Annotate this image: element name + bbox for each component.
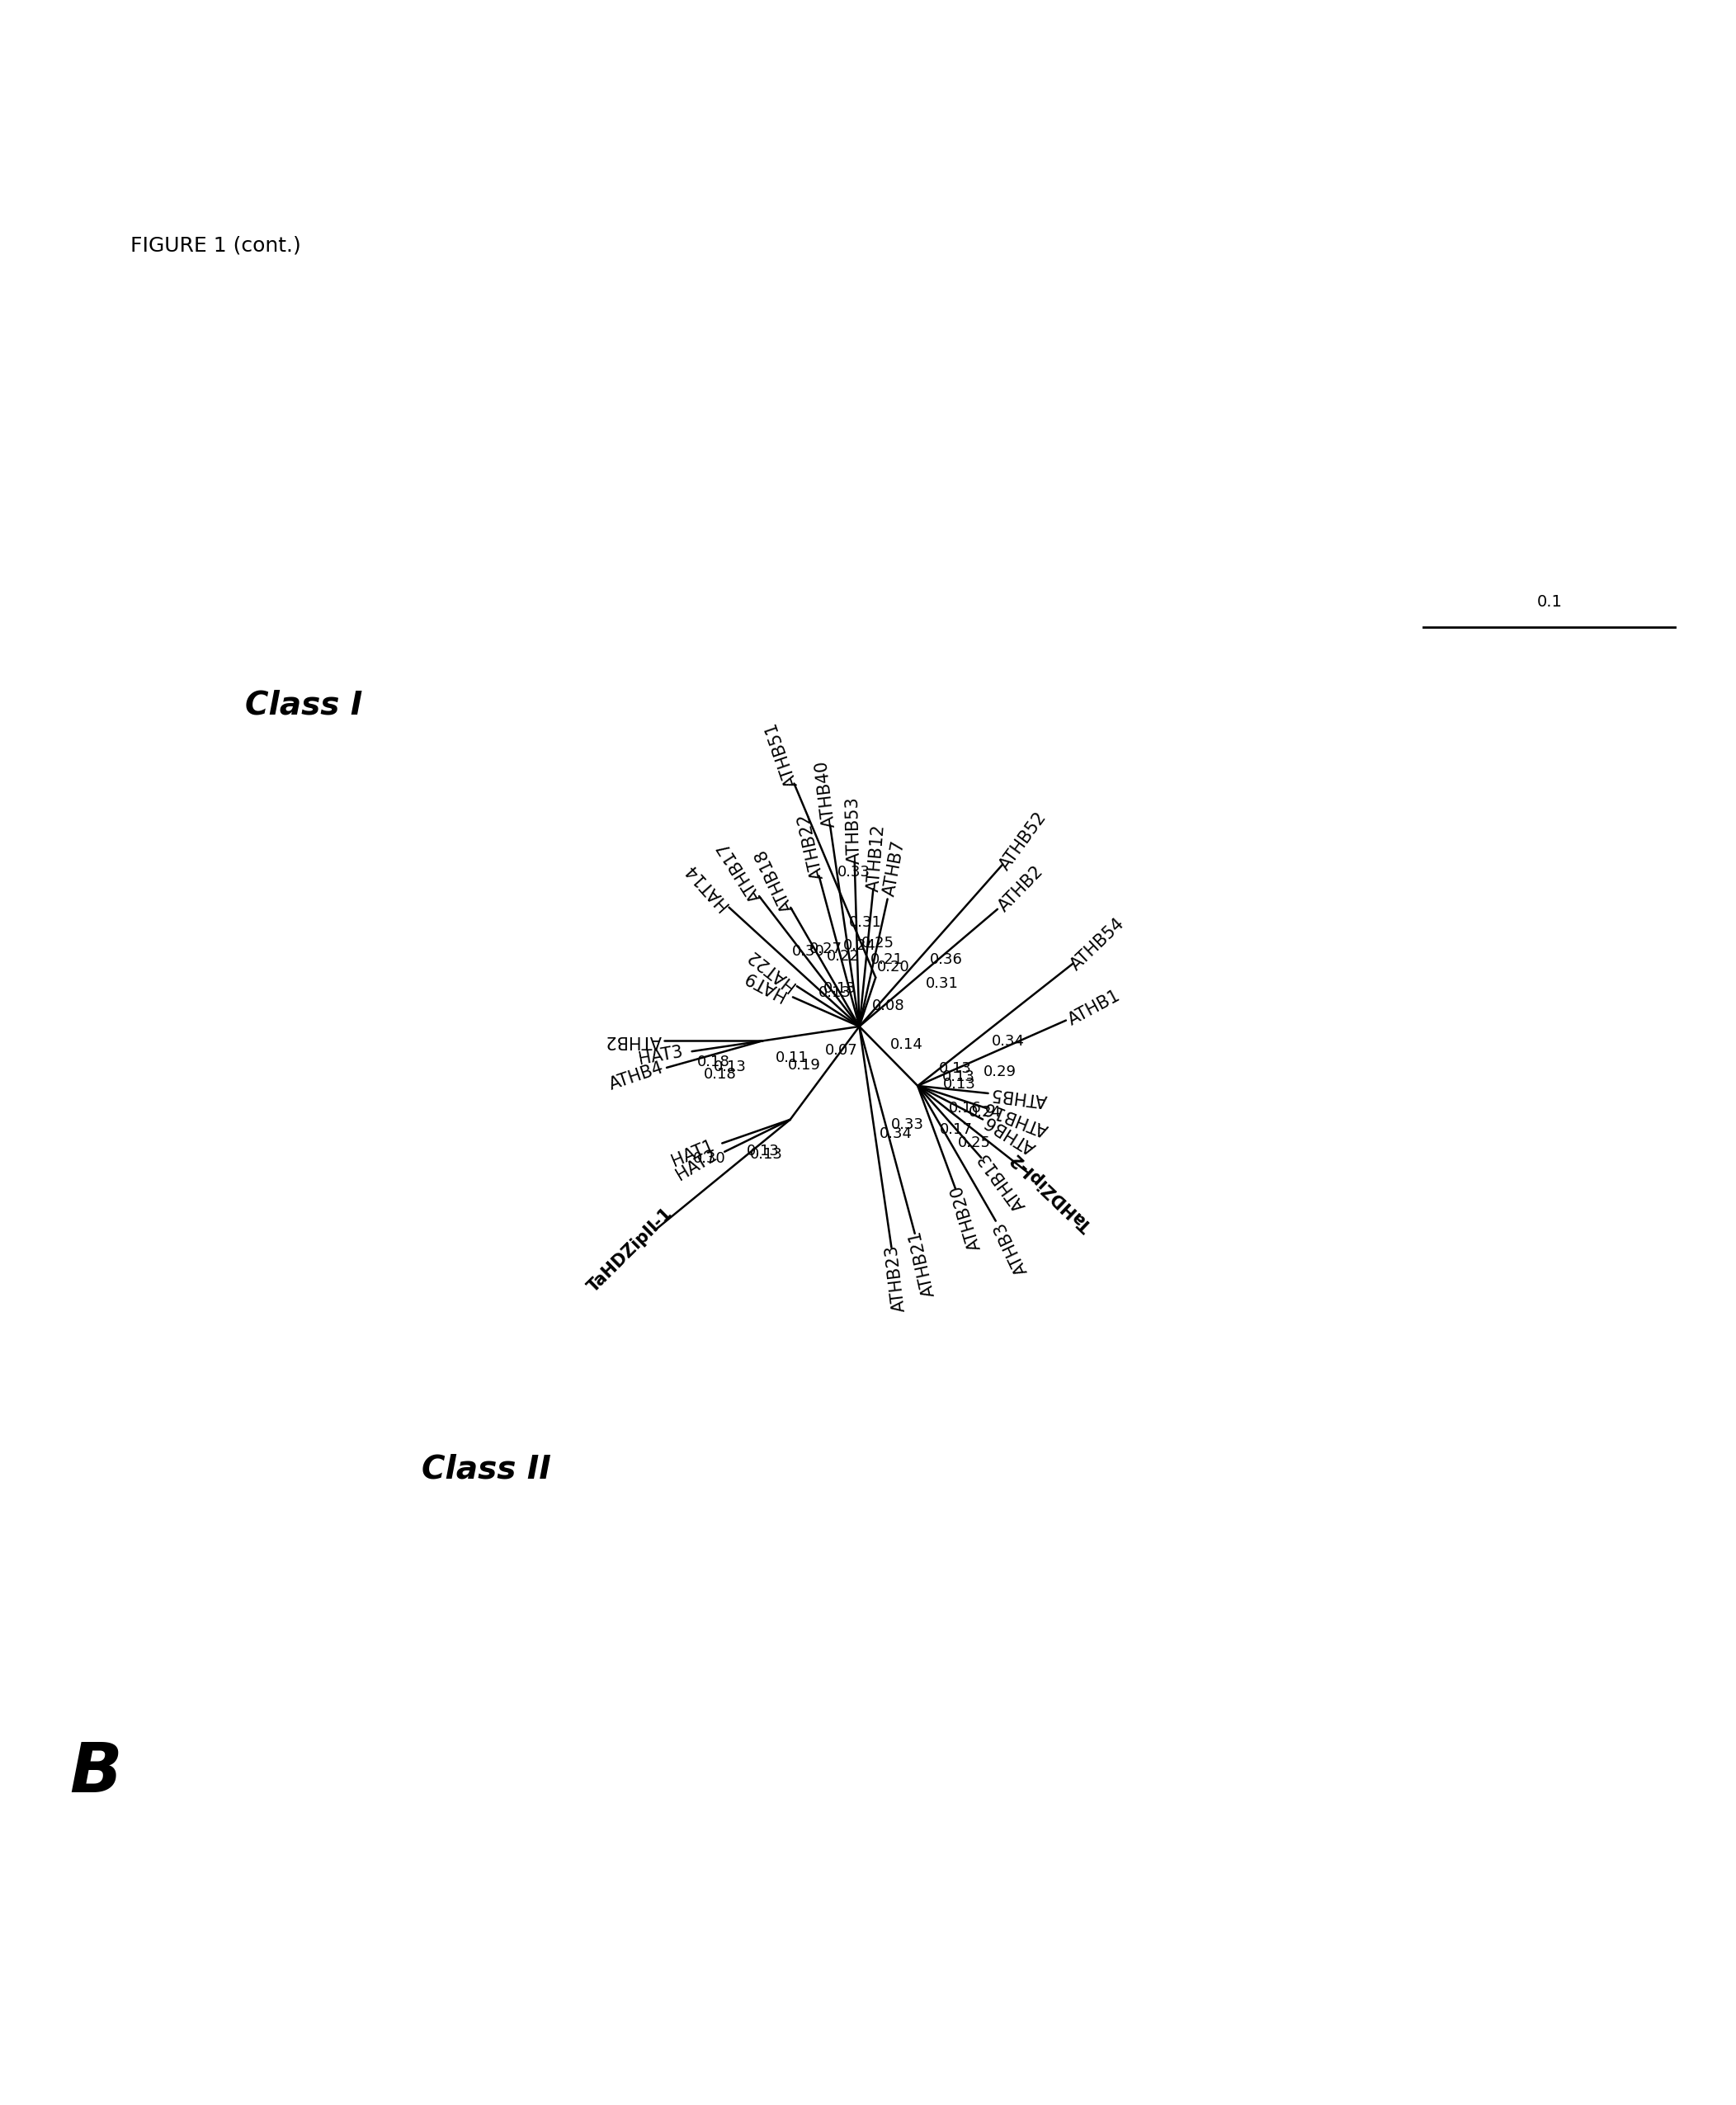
Text: 0.25: 0.25 bbox=[958, 1135, 991, 1151]
Text: ATHB12: ATHB12 bbox=[865, 823, 887, 893]
Text: 0.21: 0.21 bbox=[870, 951, 903, 966]
Text: 0.17: 0.17 bbox=[939, 1122, 972, 1137]
Text: HAT3: HAT3 bbox=[637, 1044, 684, 1067]
Text: ATHB52: ATHB52 bbox=[996, 808, 1050, 874]
Text: 0.36: 0.36 bbox=[930, 951, 963, 966]
Text: ATHB20: ATHB20 bbox=[948, 1183, 984, 1252]
Text: ATHB54: ATHB54 bbox=[1068, 916, 1127, 975]
Text: 0.16: 0.16 bbox=[948, 1101, 981, 1116]
Text: 0.13: 0.13 bbox=[943, 1076, 976, 1092]
Text: TaHDZipII-1: TaHDZipII-1 bbox=[585, 1204, 677, 1295]
Text: ATHB7: ATHB7 bbox=[882, 840, 908, 899]
Text: Class II: Class II bbox=[422, 1452, 550, 1484]
Text: HAT22: HAT22 bbox=[743, 945, 797, 994]
Text: ATHB51: ATHB51 bbox=[764, 720, 800, 789]
Text: Class I: Class I bbox=[245, 690, 363, 720]
Text: ATHB17: ATHB17 bbox=[715, 838, 766, 905]
Text: 0.24: 0.24 bbox=[842, 939, 875, 954]
Text: 0.34: 0.34 bbox=[880, 1126, 913, 1141]
Text: 0.25: 0.25 bbox=[861, 937, 894, 951]
Text: HAT2: HAT2 bbox=[674, 1147, 720, 1183]
Text: 0.29: 0.29 bbox=[984, 1065, 1017, 1080]
Text: 0.18: 0.18 bbox=[703, 1067, 736, 1082]
Text: ATHB21: ATHB21 bbox=[908, 1229, 937, 1299]
Text: 0.33: 0.33 bbox=[891, 1118, 924, 1132]
Text: HAT14: HAT14 bbox=[681, 861, 731, 911]
Text: 0.11: 0.11 bbox=[776, 1050, 809, 1065]
Text: TaHDZipI-2: TaHDZipI-2 bbox=[1009, 1149, 1095, 1234]
Text: 0.07: 0.07 bbox=[825, 1042, 858, 1057]
Text: 0.13: 0.13 bbox=[746, 1143, 779, 1158]
Text: 0.31: 0.31 bbox=[925, 977, 958, 991]
Text: ATHB1: ATHB1 bbox=[1066, 987, 1123, 1029]
Text: HAT1: HAT1 bbox=[668, 1137, 717, 1170]
Text: 0.13: 0.13 bbox=[943, 1069, 974, 1084]
Text: B: B bbox=[69, 1739, 122, 1806]
Text: 0.18: 0.18 bbox=[696, 1055, 729, 1069]
Text: ATHB53: ATHB53 bbox=[845, 796, 863, 865]
Text: ATHB18: ATHB18 bbox=[753, 846, 797, 914]
Text: ATHB6: ATHB6 bbox=[983, 1111, 1038, 1156]
Text: ATHB40: ATHB40 bbox=[814, 760, 838, 829]
Text: ATHB3: ATHB3 bbox=[991, 1219, 1031, 1278]
Text: 0.31: 0.31 bbox=[849, 916, 882, 930]
Text: 0.34: 0.34 bbox=[991, 1034, 1024, 1048]
Text: 0.33: 0.33 bbox=[837, 865, 870, 880]
Text: HAT9: HAT9 bbox=[741, 966, 788, 1002]
Text: ATHB2: ATHB2 bbox=[604, 1034, 661, 1048]
Text: 0.30: 0.30 bbox=[693, 1151, 726, 1166]
Text: 0.08: 0.08 bbox=[871, 998, 904, 1013]
Text: 0.13: 0.13 bbox=[750, 1147, 783, 1162]
Text: 0.13: 0.13 bbox=[939, 1061, 972, 1076]
Text: ATHB16: ATHB16 bbox=[981, 1097, 1050, 1139]
Text: 0.24: 0.24 bbox=[969, 1105, 1002, 1120]
Text: 0.22: 0.22 bbox=[826, 949, 859, 964]
Text: ATHB2: ATHB2 bbox=[996, 863, 1047, 916]
Text: 0.13: 0.13 bbox=[823, 981, 856, 996]
Text: ATHB23: ATHB23 bbox=[884, 1244, 908, 1314]
Text: ATHB22: ATHB22 bbox=[795, 810, 826, 880]
Text: 0.27: 0.27 bbox=[809, 941, 842, 956]
Text: ATHB4: ATHB4 bbox=[608, 1059, 667, 1092]
Text: 0.13: 0.13 bbox=[818, 985, 851, 1000]
Text: 0.13: 0.13 bbox=[713, 1059, 746, 1074]
Text: FIGURE 1 (cont.): FIGURE 1 (cont.) bbox=[130, 236, 300, 255]
Text: ATHB5: ATHB5 bbox=[990, 1084, 1049, 1109]
Text: 0.1: 0.1 bbox=[1536, 594, 1562, 610]
Text: ATHB13: ATHB13 bbox=[976, 1149, 1029, 1212]
Text: 0.19: 0.19 bbox=[788, 1059, 821, 1074]
Text: 0.14: 0.14 bbox=[891, 1038, 924, 1052]
Text: 0.30: 0.30 bbox=[792, 945, 825, 960]
Text: 0.20: 0.20 bbox=[877, 960, 910, 975]
